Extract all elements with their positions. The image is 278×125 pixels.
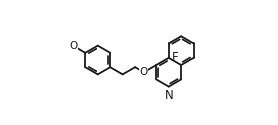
Text: F: F — [172, 51, 178, 64]
Text: O: O — [140, 67, 148, 77]
Text: N: N — [165, 89, 174, 102]
Text: O: O — [69, 41, 78, 51]
